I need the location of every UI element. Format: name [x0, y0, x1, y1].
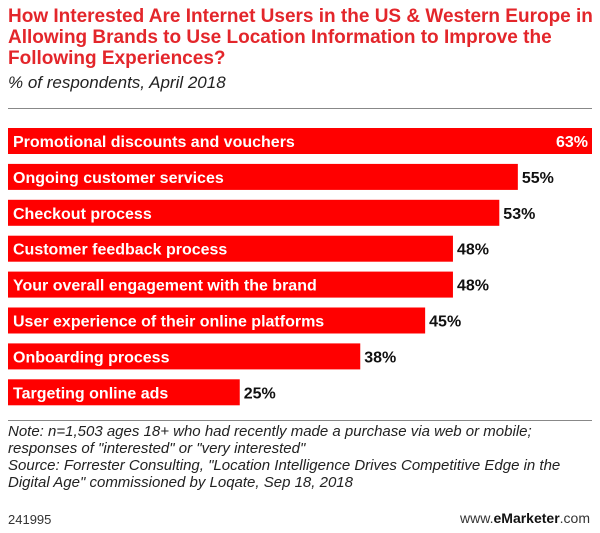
chart-id: 241995 — [8, 512, 52, 527]
category-label-3: Checkout process — [13, 206, 152, 223]
value-label-3: 53% — [503, 206, 535, 223]
footnote-source: Source: Forrester Consulting, "Location … — [8, 457, 561, 491]
bar-3 — [8, 199, 500, 226]
chart-title: How Interested Are Internet Users in the… — [8, 6, 593, 69]
top-divider — [8, 108, 592, 109]
category-label-1: Promotional discounts and vouchers — [13, 134, 295, 151]
bar-6 — [8, 307, 426, 334]
value-label-1: 63% — [556, 134, 588, 151]
chart-subtitle: % of respondents, April 2018 — [8, 73, 226, 92]
brand-suffix: .com — [559, 510, 590, 526]
value-label-7: 38% — [364, 349, 396, 366]
bar-7 — [8, 343, 361, 370]
value-label-5: 48% — [457, 278, 489, 295]
bottom-divider — [8, 420, 592, 421]
category-label-5: Your overall engagement with the brand — [13, 278, 317, 295]
bar-5 — [8, 271, 453, 298]
bar-4 — [8, 235, 453, 262]
bar-2 — [8, 163, 518, 190]
bar-8 — [8, 379, 240, 406]
value-label-2: 55% — [522, 170, 554, 187]
category-label-4: Customer feedback process — [13, 242, 227, 259]
brand-name: eMarketer — [493, 510, 560, 526]
bar-1 — [8, 128, 592, 154]
brand-link[interactable]: www.eMarketer.com — [460, 510, 590, 526]
value-label-8: 25% — [244, 385, 276, 402]
category-label-7: Onboarding process — [13, 349, 170, 366]
category-label-2: Ongoing customer services — [13, 170, 224, 187]
category-label-6: User experience of their online platform… — [13, 314, 324, 331]
category-label-8: Targeting online ads — [13, 385, 168, 402]
brand-prefix: www. — [460, 510, 494, 526]
footnote-note: Note: n=1,503 ages 18+ who had recently … — [8, 423, 532, 457]
value-label-4: 48% — [457, 242, 489, 259]
bar-chart: Promotional discounts and vouchers 63% Ong… — [8, 128, 592, 406]
chart-footnote: Note: n=1,503 ages 18+ who had recently … — [8, 423, 593, 491]
value-label-6: 45% — [429, 314, 461, 331]
